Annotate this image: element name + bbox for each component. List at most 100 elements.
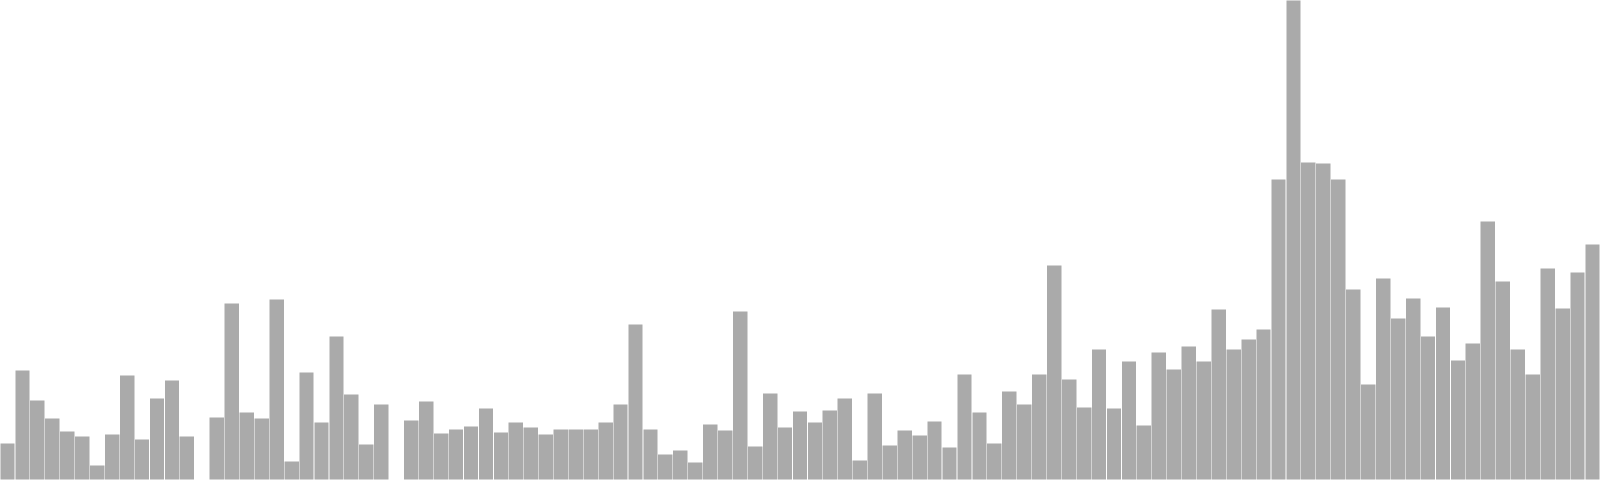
bar-91: [1345, 288, 1362, 480]
bar-6: [74, 435, 91, 480]
bar-73: [1076, 406, 1092, 480]
bar-81: [1195, 360, 1212, 480]
bar-19: [268, 298, 285, 480]
bar-18: [253, 417, 270, 480]
bar-101: [1495, 280, 1511, 480]
bar-42: [612, 403, 629, 480]
bar-90: [1330, 178, 1347, 480]
bar-44: [642, 428, 659, 480]
bar-23: [328, 335, 345, 480]
bar-34: [493, 431, 509, 480]
bar-102: [1509, 348, 1526, 480]
bar-75: [1106, 407, 1122, 480]
bar-68: [1001, 390, 1018, 480]
bar-11: [149, 397, 165, 480]
bar-1: [0, 442, 16, 480]
bar-84: [1240, 338, 1257, 480]
bar-22: [313, 421, 330, 480]
bar-94: [1390, 317, 1406, 480]
bar-92: [1360, 383, 1376, 480]
bar-56: [822, 409, 838, 480]
bar-61: [896, 429, 913, 480]
bar-74: [1091, 348, 1107, 480]
bar-60: [881, 444, 898, 480]
bar-93: [1375, 277, 1391, 480]
bar-54: [792, 410, 808, 480]
bar-79: [1166, 368, 1182, 480]
bar-25: [358, 443, 375, 480]
bar-76: [1121, 360, 1137, 480]
bar-36: [523, 426, 539, 480]
bar-46: [672, 449, 689, 480]
bar-86: [1270, 178, 1287, 480]
bar-9: [119, 374, 135, 480]
bar-70: [1031, 373, 1048, 480]
bar-103: [1524, 373, 1541, 480]
bar-12: [164, 379, 180, 480]
bar-80: [1181, 345, 1197, 480]
bar-106: [1569, 271, 1586, 480]
bar-45: [657, 453, 674, 480]
bar-28: [403, 419, 419, 480]
bar-58: [852, 459, 868, 480]
bar-15: [209, 416, 225, 480]
bar-43: [627, 323, 644, 480]
bar-33: [478, 407, 494, 480]
bar-98: [1450, 359, 1466, 480]
bar-21: [298, 371, 315, 480]
bar-85: [1255, 328, 1272, 480]
bar-30: [433, 432, 449, 480]
bar-99: [1465, 342, 1481, 480]
bar-16: [224, 302, 240, 480]
bar-62: [911, 434, 928, 480]
bar-72: [1061, 378, 1077, 480]
bar-20: [283, 460, 300, 480]
bar-32: [463, 425, 479, 480]
bar-87: [1285, 0, 1302, 480]
bar-65: [956, 373, 973, 480]
bar-37: [538, 433, 554, 480]
bar-17: [238, 411, 255, 480]
bar-71: [1046, 264, 1062, 480]
bar-66: [971, 411, 988, 480]
bar-77: [1136, 424, 1152, 480]
bar-2: [14, 369, 31, 480]
bar-57: [837, 397, 853, 480]
bar-83: [1225, 348, 1242, 480]
bar-38: [552, 428, 569, 480]
bar-26: [373, 403, 390, 480]
bar-4: [44, 417, 61, 480]
bar-59: [866, 392, 883, 480]
bar-3: [29, 399, 46, 480]
bar-10: [134, 438, 150, 480]
bar-47: [687, 461, 704, 480]
bar-100: [1480, 220, 1496, 480]
bar-104: [1539, 267, 1556, 480]
bar-48: [702, 423, 719, 480]
bar-5: [59, 430, 76, 480]
bar-63: [926, 420, 943, 480]
bar-95: [1405, 297, 1421, 480]
bar-97: [1435, 306, 1451, 480]
bar-35: [508, 421, 524, 480]
bar-105: [1554, 307, 1571, 480]
bar-53: [777, 426, 793, 480]
bar-52: [762, 392, 778, 480]
bar-50: [732, 310, 748, 480]
bar-78: [1151, 351, 1167, 480]
bar-88: [1300, 161, 1317, 480]
bar-41: [597, 421, 614, 480]
bar-51: [747, 445, 763, 480]
bar-8: [104, 433, 120, 480]
bar-69: [1016, 403, 1033, 480]
bar-82: [1210, 308, 1227, 480]
bar-49: [717, 429, 734, 480]
bar-64: [941, 446, 958, 480]
bar-7: [89, 464, 105, 480]
bar-55: [807, 421, 823, 480]
bar-40: [582, 428, 599, 480]
bar-13: [179, 435, 195, 480]
bar-39: [567, 428, 584, 480]
